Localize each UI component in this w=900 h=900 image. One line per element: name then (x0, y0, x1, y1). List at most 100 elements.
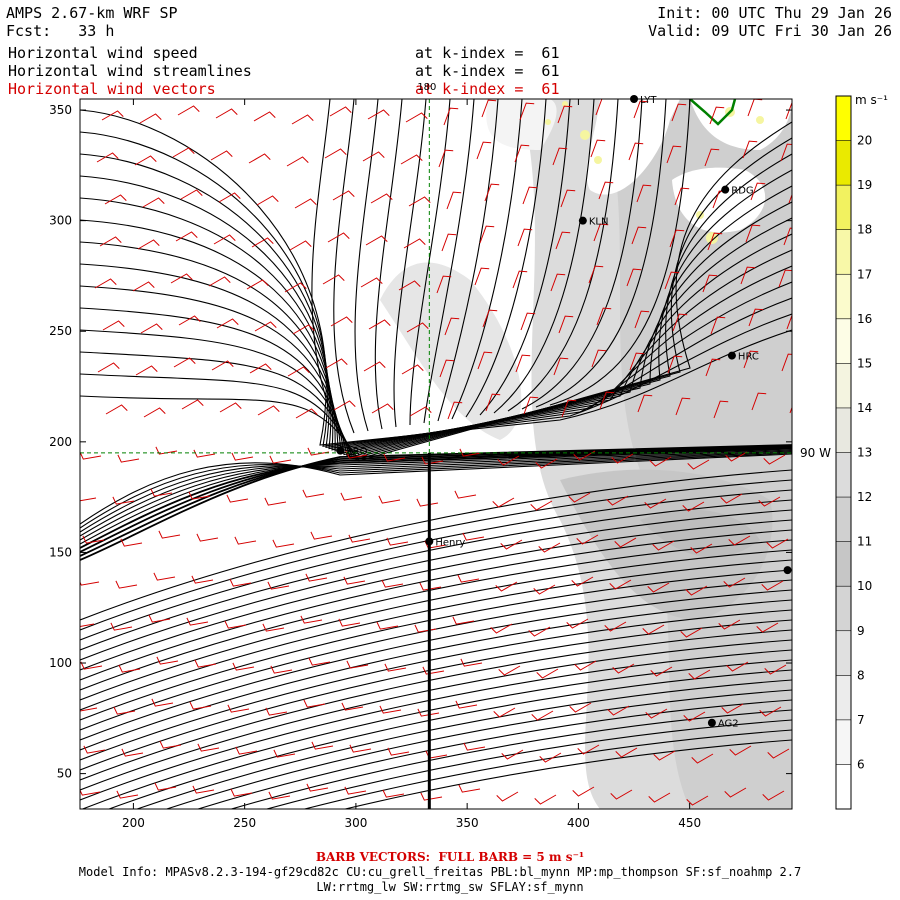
wind-barb (367, 109, 390, 120)
wind-barb (492, 497, 515, 508)
wind-barb (596, 307, 612, 326)
wind-barb (438, 149, 454, 168)
streamline (80, 449, 792, 541)
field-level-wind-speed: at k-index = 61 (415, 44, 560, 62)
wind-barb (497, 455, 520, 466)
streamline (80, 453, 792, 525)
streamline (80, 219, 792, 452)
field-level-vectors: at k-index = 61 (415, 80, 560, 98)
wind-barb (614, 537, 637, 548)
wind-barb (720, 493, 743, 504)
wind-barb (606, 495, 629, 506)
wind-barb (113, 706, 136, 715)
wind-barb (232, 662, 255, 671)
station-dot (336, 446, 345, 455)
wind-barb (512, 270, 528, 289)
wind-barb (379, 705, 402, 714)
wind-barb (724, 787, 747, 798)
wind-barb (294, 198, 317, 209)
wind-barb (251, 237, 274, 248)
wind-barb (675, 397, 691, 416)
x-tick-label: 450 (678, 816, 701, 830)
station-markers: LYT RDG KLN HRC ERO Henry AG2 (336, 95, 792, 730)
wind-barb (531, 710, 554, 721)
wind-barb (189, 701, 212, 710)
colorbar-swatch (836, 452, 851, 498)
wind-barb (376, 621, 399, 630)
wind-barb (302, 489, 325, 498)
colorbar-label: 15 (857, 356, 872, 370)
streamline (507, 99, 619, 412)
colorbar-swatch (836, 407, 851, 453)
wind-barb (528, 626, 551, 637)
wind-barb (482, 309, 498, 328)
wind-barb (650, 666, 673, 677)
wind-barb (151, 698, 174, 707)
x-tick-label: 350 (456, 816, 479, 830)
streamline (80, 609, 792, 761)
colorbar-swatch (836, 318, 851, 364)
wind-barb (401, 364, 424, 375)
colorbar-swatch (836, 140, 851, 186)
wind-barb (384, 663, 407, 672)
streamline (80, 629, 792, 781)
wind-barb (406, 322, 429, 333)
wind-barb (778, 269, 792, 288)
station-label: Henry (435, 537, 465, 548)
wind-barb (751, 392, 767, 411)
colorbar-swatch (836, 719, 851, 765)
wind-barb (80, 623, 95, 627)
streamline (80, 447, 792, 549)
colorbar-label: 7 (857, 713, 865, 727)
colorbar: 20 19 18 17 16 15 14 13 12 11 10 9 8 7 6 (835, 95, 872, 810)
wind-barbs (80, 99, 792, 806)
streamline (80, 452, 792, 529)
wind-barb (82, 535, 105, 544)
wind-barb (417, 708, 440, 717)
wind-barb (344, 786, 367, 795)
wind-barb (761, 580, 784, 591)
colorbar-label: 12 (857, 490, 872, 504)
wind-barb (552, 147, 568, 166)
wind-barb (723, 577, 746, 588)
wind-barb (181, 399, 204, 410)
wind-barb (576, 534, 599, 545)
wind-barb (783, 227, 792, 246)
wind-barb (726, 661, 749, 672)
wind-barb (264, 497, 287, 506)
wind-barb (175, 231, 198, 242)
wind-barb (265, 707, 288, 716)
wind-barb (637, 394, 653, 413)
colorbar-label: 20 (857, 134, 872, 148)
streamline (80, 519, 792, 671)
field-name-streamlines: Horizontal wind streamlines (8, 62, 252, 80)
wind-barb (378, 495, 401, 504)
wind-barb (154, 782, 177, 791)
x-tick-label: 400 (567, 816, 590, 830)
streamline (354, 99, 379, 432)
wind-barb (80, 451, 102, 460)
wind-barb (514, 144, 530, 163)
wind-barb (292, 324, 315, 335)
streamline (535, 99, 667, 408)
streamline (107, 669, 792, 809)
wind-barb (710, 316, 726, 335)
wind-barb (574, 660, 597, 671)
wind-barb (460, 658, 483, 667)
wind-barb (101, 110, 124, 121)
wind-barb (452, 616, 475, 625)
streamline (80, 479, 792, 631)
wind-barb (561, 399, 577, 418)
wind-barb (419, 582, 442, 591)
wind-barb (742, 140, 758, 159)
wind-barb (682, 501, 705, 512)
init-time: Init: 00 UTC Thu 29 Jan 26 (657, 4, 892, 22)
wind-barb (615, 747, 638, 758)
wind-barb (408, 196, 431, 207)
wind-barb (208, 276, 231, 287)
wind-barb (686, 795, 709, 806)
streamline (521, 99, 643, 410)
wind-barb (721, 703, 744, 714)
wind-barb (291, 114, 314, 125)
